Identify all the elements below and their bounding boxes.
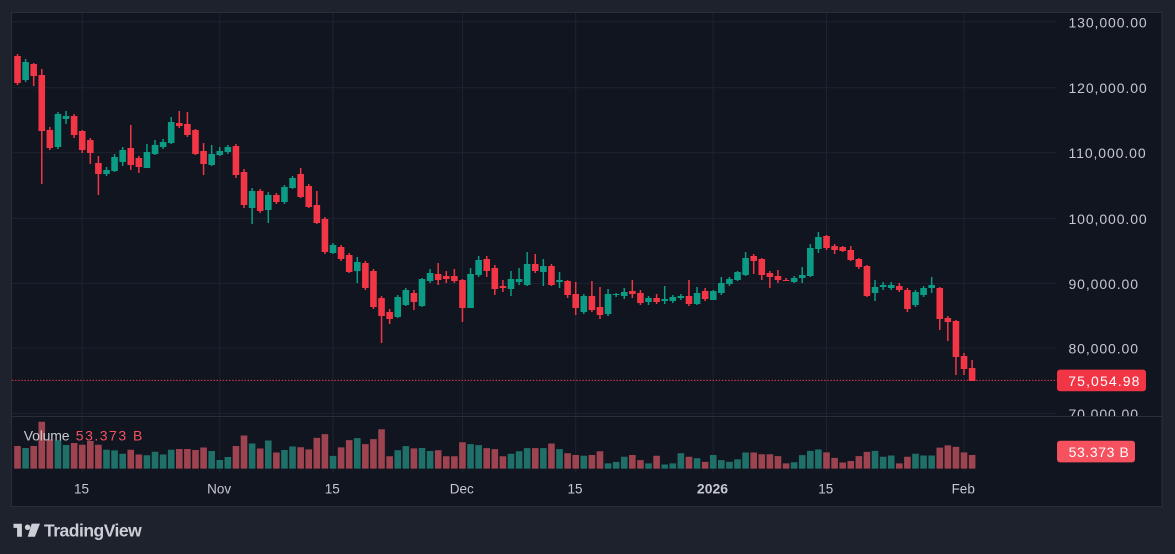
svg-text:Feb: Feb bbox=[952, 482, 975, 497]
svg-text:15: 15 bbox=[818, 482, 833, 497]
svg-text:110,000.00: 110,000.00 bbox=[1069, 145, 1147, 161]
svg-text:Dec: Dec bbox=[450, 482, 474, 497]
svg-text:Nov: Nov bbox=[207, 482, 231, 497]
svg-text:53.373 B: 53.373 B bbox=[1069, 444, 1130, 460]
svg-text:120,000.00: 120,000.00 bbox=[1069, 80, 1148, 96]
svg-text:2026: 2026 bbox=[697, 481, 728, 497]
svg-text:130,000.00: 130,000.00 bbox=[1069, 14, 1148, 30]
svg-text:Volume: Volume bbox=[24, 428, 70, 444]
svg-text:80,000.00: 80,000.00 bbox=[1069, 341, 1139, 357]
svg-text:15: 15 bbox=[567, 482, 582, 497]
svg-text:53.373 B: 53.373 B bbox=[76, 428, 144, 444]
svg-text:15: 15 bbox=[74, 482, 89, 497]
svg-text:90,000.00: 90,000.00 bbox=[1069, 276, 1139, 292]
svg-text:70,000.00: 70,000.00 bbox=[1069, 406, 1139, 422]
svg-text:TradingView: TradingView bbox=[44, 521, 142, 541]
svg-text:15: 15 bbox=[325, 482, 340, 497]
svg-text:100,000.00: 100,000.00 bbox=[1069, 211, 1148, 227]
svg-text:75,054.98: 75,054.98 bbox=[1068, 373, 1140, 389]
